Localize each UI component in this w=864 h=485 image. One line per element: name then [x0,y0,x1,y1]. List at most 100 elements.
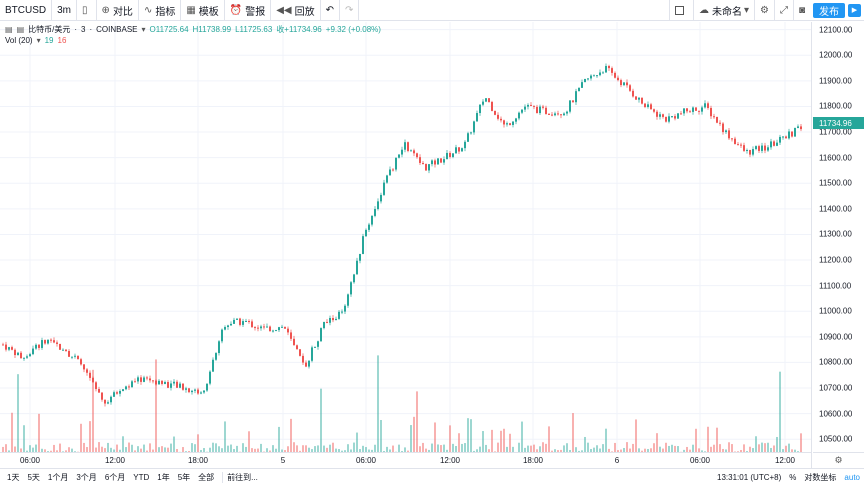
publish-button[interactable]: 发布 [813,2,845,18]
redo-button[interactable]: ↷ [340,0,360,21]
chart-style-button[interactable]: ▯ [77,0,97,21]
volume-bar [599,448,601,452]
volume-bar [731,444,733,452]
range-button[interactable]: 3个月 [76,472,97,482]
price-tick-label: 11900.00 [819,76,852,86]
indicators-button[interactable]: ∿ 指标 [139,0,182,21]
symbol-search-button[interactable]: BTCUSD [0,0,53,21]
candle-body [101,392,103,400]
compare-button[interactable]: ⊕ 对比 [97,0,139,21]
cloud-icon: ☁ [698,4,709,16]
volume-bar [134,450,136,452]
goto-date-button[interactable]: 前往到... [227,472,258,482]
volume-bar [428,449,430,452]
replay-button[interactable]: ◀◀ 回放 [271,0,321,21]
candle-body [296,345,298,350]
volume-bar [455,446,457,452]
volume-bar [323,445,325,452]
undo-button[interactable]: ↶ [321,0,341,21]
fullscreen-button[interactable]: ⤢ [773,0,793,21]
candle-body [755,146,757,150]
percent-scale-button[interactable]: % [789,472,797,482]
volume-bar [137,446,139,452]
snapshot-button[interactable]: ◙ [792,0,810,21]
candle-body [365,229,367,237]
alert-button[interactable]: ⏰ 警报 [225,0,272,21]
time-tick-label: 12:00 [104,456,126,465]
volume-bar [719,444,721,452]
price-axis[interactable]: 12100.00 12000.00 11900.00 11800.00 11700.00… [813,22,864,452]
time-tick-label: 12:00 [774,456,796,465]
eye-icon[interactable]: ▤ [5,25,13,34]
candle-body [629,85,631,91]
settings-button[interactable]: ⚙ [753,0,774,21]
volume-bar [182,447,184,452]
volume-bar [512,446,514,452]
candle-body [353,274,355,283]
indicator-icon: ∿ [143,4,153,16]
volume-bar [251,448,253,452]
settings-small-icon[interactable]: ▤ [16,25,25,34]
alarm-clock-icon: ⏰ [229,4,243,16]
volume-bar [584,436,586,452]
range-button[interactable]: 全部 [198,472,215,482]
volume-bar [500,430,502,452]
volume-bar [506,446,508,452]
candle-body [458,147,460,152]
candle-body [266,326,268,328]
candle-body [233,319,235,324]
time-tick-label: 06:00 [19,456,41,465]
candle-body [605,65,607,73]
candle-body [305,362,307,367]
play-button[interactable]: ▶ [848,3,861,17]
multi-layout-button[interactable] [668,0,693,21]
candle-body [503,120,505,125]
range-button[interactable]: 5天 [27,472,40,482]
volume-bar [443,444,445,452]
time-axis[interactable]: 06:00 12:00 18:00 5 06:00 12:00 18:00 6 06:00 12:… [0,452,812,468]
auto-scale-button[interactable]: auto [844,472,860,482]
candle-body [779,136,781,143]
candle-body [89,372,91,378]
volume-bar [485,444,487,452]
volume-bar [383,450,385,452]
save-layout-button[interactable]: ☁ 未命名 ▾ [692,0,754,21]
candle-body [377,201,379,210]
interval-button[interactable]: 3m [52,0,78,21]
candle-body [482,101,484,105]
candle-body [290,332,292,339]
candle-body [131,381,133,388]
volume-bar [551,450,553,452]
candle-body [569,100,571,112]
candle-body [479,104,481,114]
range-button[interactable]: YTD [133,472,150,482]
candle-body [611,68,613,73]
candle-body [53,340,55,343]
axis-settings-button[interactable]: ⚙ [813,452,864,468]
range-button[interactable]: 1年 [157,472,170,482]
candle-body [356,260,358,275]
candle-body [2,344,4,346]
range-button[interactable]: 1个月 [47,472,69,482]
volume-bar [314,446,316,452]
interval-label: 3m [57,4,72,16]
range-button[interactable]: 1天 [7,472,20,482]
range-button[interactable]: 5年 [177,472,191,482]
volume-bar [353,442,355,452]
price-chart[interactable] [0,22,812,452]
candle-body [344,305,346,312]
volume-bar [737,451,739,452]
chevron-down-icon[interactable]: ▾ [141,25,146,34]
rewind-icon: ◀◀ [276,4,292,16]
candle-body [155,380,157,385]
candle-body [302,355,304,363]
candle-body [251,321,253,328]
log-scale-button[interactable]: 对数坐标 [804,472,837,482]
price-tick-label: 11800.00 [819,101,852,111]
volume-bar [638,448,640,452]
chart-pane[interactable]: ▤ ▤ 比特币/美元 · 3 · COINBASE ▾ O11725.64 H1… [0,22,812,452]
clock-label[interactable]: 13:31:01 (UTC+8) [717,472,782,482]
chevron-down-icon[interactable]: ▾ [36,36,41,45]
range-button[interactable]: 6个月 [104,472,126,482]
templates-button[interactable]: ▦ 模板 [181,0,225,21]
